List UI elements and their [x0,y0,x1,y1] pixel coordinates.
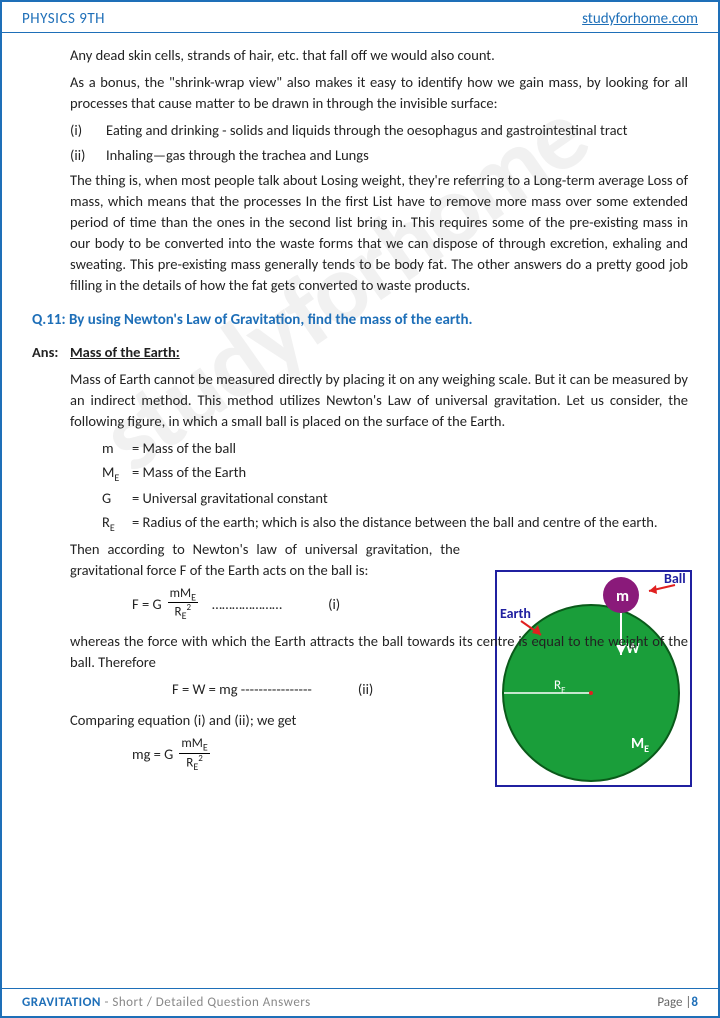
formula-lhs: F = G [132,594,162,615]
def-symbol: RE [102,512,132,535]
subject-title: PHYSICS 9TH [22,10,105,28]
definition-row: RE = Radius of the earth; which is also … [102,512,688,535]
numerator: mME [168,587,198,604]
formula-text: F = W = mg ---------------- [172,679,312,700]
list-text: Inhaling—gas through the trachea and Lun… [106,145,688,166]
site-link[interactable]: studyforhome.com [582,10,698,28]
formula: F = W = mg ---------------- (ii) [172,679,688,700]
def-text: = Mass of the Earth [132,462,688,485]
denominator: RE2 [184,754,205,772]
page: PHYSICS 9TH studyforhome.com studyforhom… [0,0,720,1018]
formula: F = G mME RE2 ………………… (i) [132,587,688,622]
paragraph: Mass of Earth cannot be measured directl… [70,369,688,432]
paragraph: Then according to Newton's law of univer… [70,539,460,581]
dots: ………………… [212,594,282,615]
paragraph: Any dead skin cells, strands of hair, et… [70,45,688,66]
paragraph: Comparing equation (i) and (ii); we get [70,710,688,731]
answer-label: Ans: [32,342,70,363]
fraction: mME RE2 [179,737,209,772]
paragraph: whereas the force with which the Earth a… [70,631,688,673]
def-symbol: m [102,438,132,459]
paragraph: As a bonus, the "shrink-wrap view" also … [70,72,688,114]
formula: mg = G mME RE2 [132,737,688,772]
eq-number: (ii) [358,679,373,700]
answer-row: Ans: Mass of the Earth: [32,342,688,363]
footer-topic: GRAVITATION - Short / Detailed Question … [22,995,311,1010]
definition-row: m = Mass of the ball [102,438,688,459]
formula-lhs: mg = G [132,744,173,765]
eq-number: (i) [328,594,340,615]
list-number: (ii) [70,145,106,166]
fraction: mME RE2 [168,587,198,622]
question-heading: Q.11: By using Newton's Law of Gravitati… [32,310,688,332]
denominator: RE2 [173,603,194,621]
def-text: = Radius of the earth; which is also the… [132,512,688,535]
list-text: Eating and drinking - solids and liquids… [106,120,688,141]
definition-row: G = Universal gravitational constant [102,488,688,509]
footer: GRAVITATION - Short / Detailed Question … [2,988,718,1016]
def-text: = Universal gravitational constant [132,488,688,509]
def-symbol: ME [102,462,132,485]
list-number: (i) [70,120,106,141]
def-text: = Mass of the ball [132,438,688,459]
answer-title: Mass of the Earth: [70,342,180,363]
list-item: (i) Eating and drinking - solids and liq… [70,120,688,141]
page-number: Page |8 [657,995,698,1010]
def-symbol: G [102,488,132,509]
content: studyforhome Any dead skin cells, strand… [2,33,718,786]
label-ball: Ball [664,570,686,587]
header: PHYSICS 9TH studyforhome.com [2,2,718,33]
list-item: (ii) Inhaling—gas through the trachea an… [70,145,688,166]
definition-row: ME = Mass of the Earth [102,462,688,485]
paragraph: The thing is, when most people talk abou… [70,170,688,296]
numerator: mME [179,737,209,754]
